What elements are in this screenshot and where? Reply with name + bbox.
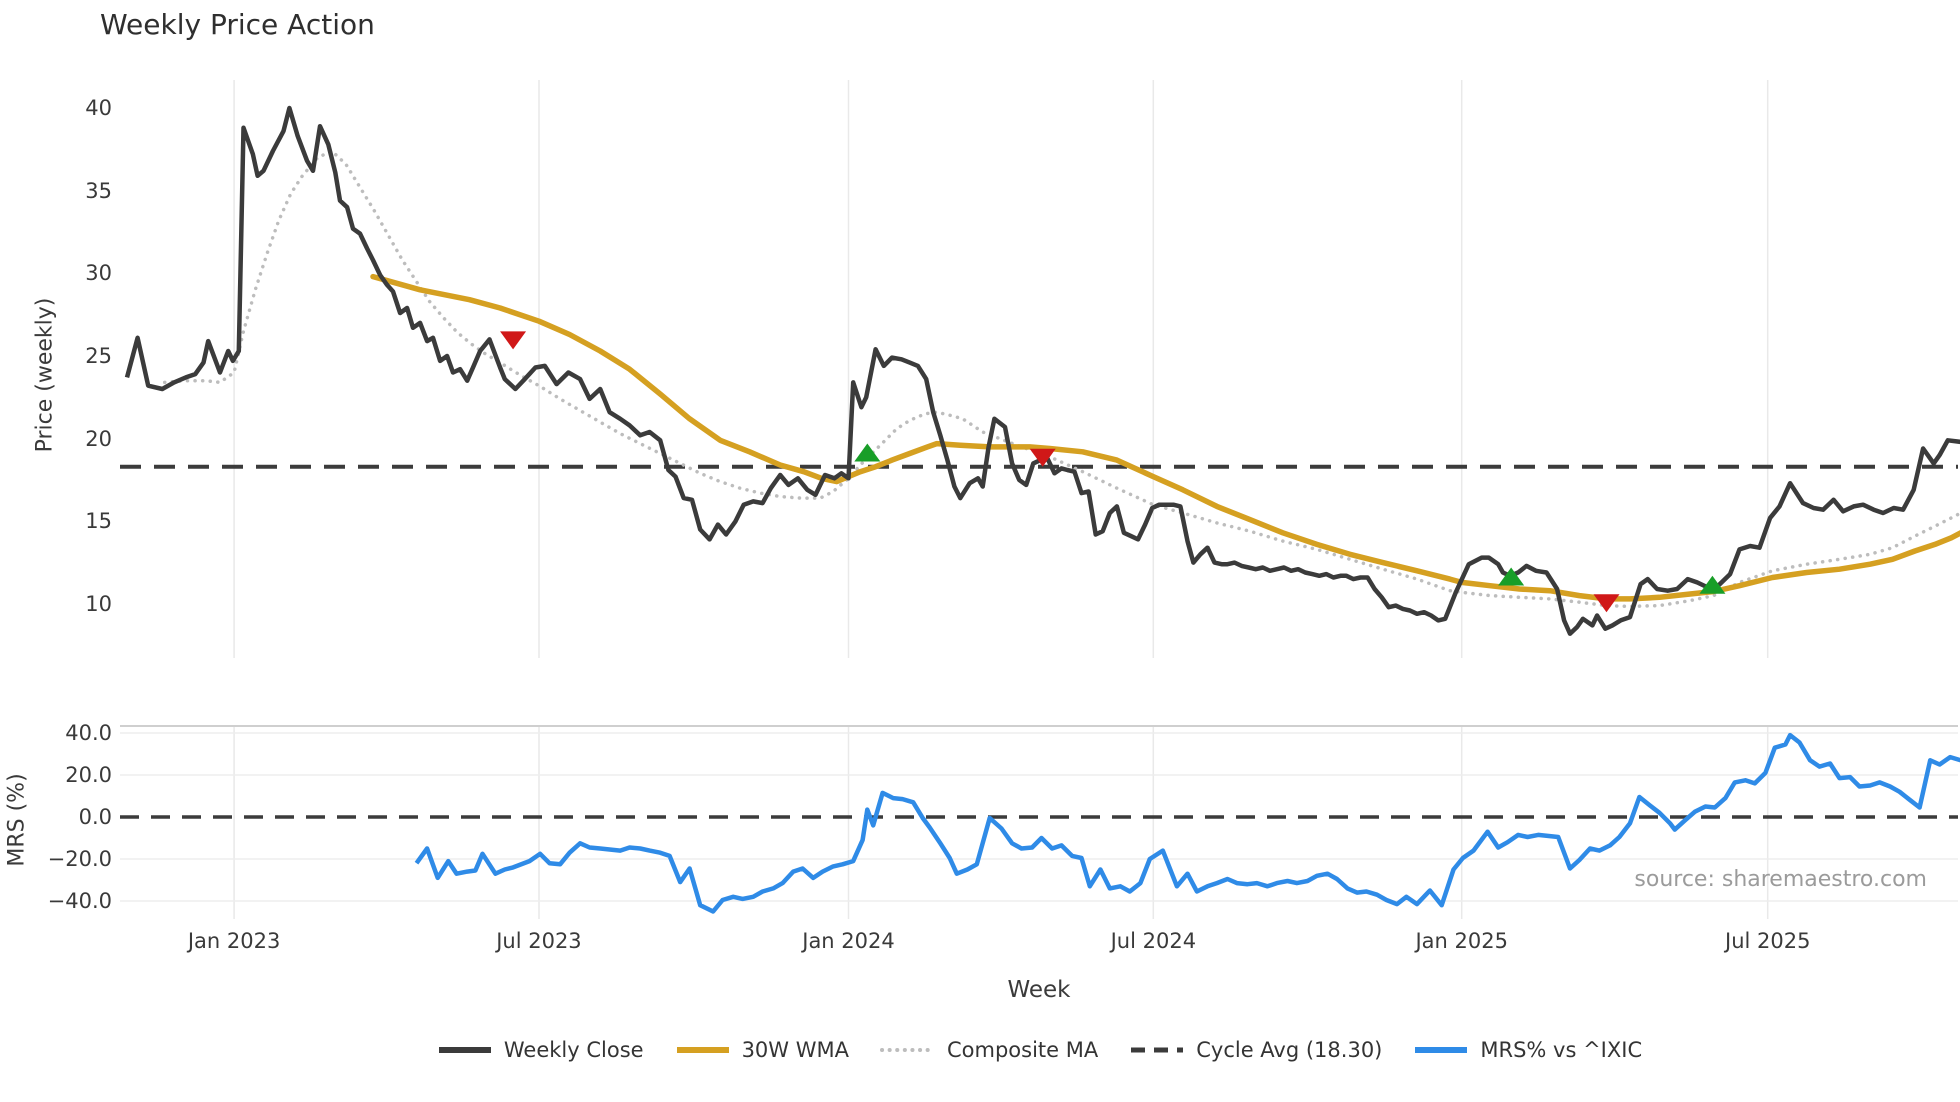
source-note: source: sharemaestro.com xyxy=(1634,867,1927,892)
legend-swatch-solid xyxy=(438,1047,491,1053)
price-ytick: 40 xyxy=(85,96,112,120)
legend-label: Weekly Close xyxy=(503,1038,644,1062)
sell-marker xyxy=(500,331,527,350)
price-ytick: 15 xyxy=(85,509,112,534)
buy-marker xyxy=(854,443,881,462)
mrs-ytick: −20.0 xyxy=(47,847,112,871)
mrs-ytick: 40.0 xyxy=(65,721,112,745)
legend: Weekly Close 30W WMA Composite MA Cycle … xyxy=(120,1038,1958,1062)
legend-item: Weekly Close xyxy=(436,1038,644,1062)
sell-marker xyxy=(1029,448,1056,467)
x-tick: Jan 2025 xyxy=(1415,929,1508,953)
price-ytick: 20 xyxy=(85,426,112,451)
mrs-axis-label: MRS (%) xyxy=(4,773,30,867)
legend-item: Composite MA xyxy=(879,1038,1098,1062)
chart-title: Weekly Price Action xyxy=(100,8,375,41)
legend-label: MRS% vs ^IXIC xyxy=(1480,1038,1643,1062)
mrs-ytick: −40.0 xyxy=(47,889,112,913)
legend-swatch-solid xyxy=(676,1047,729,1053)
price-ytick: 30 xyxy=(85,261,112,286)
legend-swatch-solid xyxy=(1415,1047,1468,1053)
x-tick: Jul 2024 xyxy=(1110,929,1197,953)
x-tick: Jan 2023 xyxy=(187,929,281,953)
legend-swatch-dotted xyxy=(879,1048,936,1052)
price-ytick: 10 xyxy=(85,591,112,616)
sell-marker xyxy=(1593,594,1620,613)
x-axis-label: Week xyxy=(1007,977,1071,1003)
legend-label: 30W WMA xyxy=(741,1038,849,1062)
mrs-ytick: 20.0 xyxy=(65,763,112,787)
legend-item: Cycle Avg (18.30) xyxy=(1128,1038,1382,1062)
buy-marker xyxy=(1498,567,1525,586)
legend-swatch-dashed xyxy=(1131,1047,1184,1053)
mrs-ytick: 0.0 xyxy=(78,805,112,829)
x-tick: Jul 2023 xyxy=(496,929,582,953)
legend-item: MRS% vs ^IXIC xyxy=(1412,1038,1642,1062)
x-tick: Jul 2025 xyxy=(1725,929,1811,953)
legend-label: Composite MA xyxy=(946,1038,1099,1062)
x-tick: Jan 2024 xyxy=(802,929,895,953)
price-ytick: 25 xyxy=(85,343,112,368)
buy-marker xyxy=(1699,575,1726,594)
legend-item: 30W WMA xyxy=(674,1038,849,1062)
price-ytick: 35 xyxy=(85,178,112,203)
legend-label: Cycle Avg (18.30) xyxy=(1196,1038,1383,1062)
